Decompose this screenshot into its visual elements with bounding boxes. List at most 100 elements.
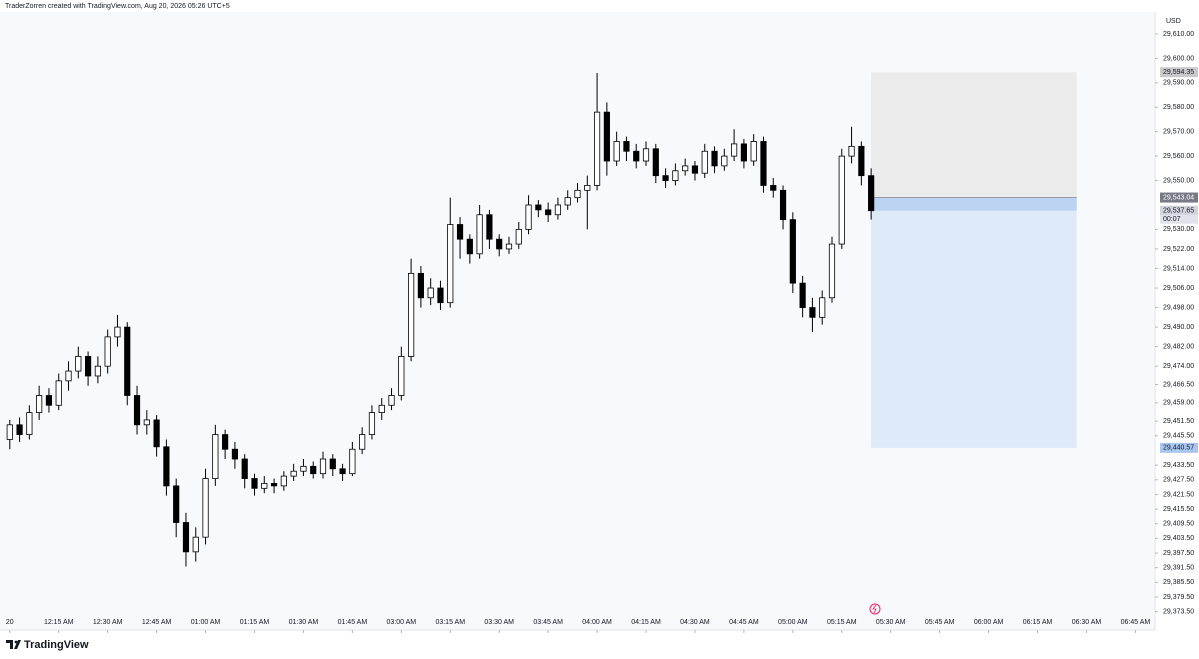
x-tick-label: 01:15 AM (240, 619, 270, 626)
candle-body (339, 468, 346, 475)
y-tick-label: 29,433.50 (1163, 462, 1194, 469)
x-tick-label: 06:45 AM (1121, 619, 1151, 626)
candle-body (16, 424, 23, 435)
candle-body (368, 412, 376, 435)
candle-body (143, 419, 150, 426)
candle-body (437, 287, 444, 304)
candle-body (496, 238, 503, 250)
x-tick-label: 04:30 AM (680, 619, 710, 626)
candle-body (6, 424, 13, 440)
candle-body (868, 175, 875, 212)
candle-body (809, 307, 816, 318)
x-tick-label: 06:15 AM (1023, 619, 1053, 626)
candle-body (819, 297, 826, 318)
event-icon (869, 603, 881, 615)
candle-body (750, 141, 757, 162)
y-tick-label: 29,391.50 (1163, 565, 1194, 572)
candle-body (349, 448, 356, 475)
candle-body (85, 356, 92, 377)
x-tick-label: 03:00 AM (387, 619, 417, 626)
x-tick-label: 04:15 AM (631, 619, 661, 626)
candle-body (584, 185, 591, 191)
candle-body (290, 470, 297, 477)
candle-body (652, 148, 659, 177)
candle-body (828, 243, 836, 299)
x-tick-label: 01:00 AM (191, 619, 221, 626)
candle-body (398, 356, 405, 396)
candle-body (417, 272, 424, 299)
candle-body (642, 148, 650, 162)
candle-body (231, 448, 239, 460)
candle-body (545, 209, 552, 216)
last-price-label-bg (1160, 205, 1198, 216)
candle-body (261, 483, 268, 489)
candle-body (251, 478, 258, 489)
candle-body (770, 185, 777, 191)
x-tick-label: 04:00 AM (582, 619, 612, 626)
x-tick-label: 03:15 AM (435, 619, 465, 626)
candle-body (427, 287, 434, 299)
candle-body (838, 155, 845, 245)
y-tick-label: 29,474.00 (1163, 363, 1194, 370)
y-tick-label: 29,506.00 (1163, 285, 1194, 292)
candle-body (682, 165, 689, 172)
candle-body (760, 141, 767, 186)
y-tick-label: 29,403.50 (1163, 535, 1194, 542)
x-tick-label: 01:30 AM (289, 619, 319, 626)
y-tick-label: 29,385.50 (1163, 579, 1194, 586)
candle-body (388, 395, 395, 406)
candle-body (153, 419, 160, 448)
x-tick-label: 06:30 AM (1072, 619, 1102, 626)
y-tick-label: 29,522.00 (1163, 246, 1194, 253)
candle-body (466, 238, 473, 255)
candle-body (212, 434, 219, 479)
candle-body (310, 465, 317, 475)
candle-body (94, 365, 101, 377)
candle-body (65, 370, 72, 382)
last-price-label: 29,537.65 (1163, 208, 1194, 215)
x-tick-label: 05:45 AM (925, 619, 955, 626)
candle-body (672, 170, 679, 181)
y-tick-label: 29,421.50 (1163, 491, 1194, 498)
candle-body (740, 143, 747, 162)
y-tick-label: 29,570.00 (1163, 129, 1194, 136)
y-tick-label: 29,560.00 (1163, 153, 1194, 160)
y-tick-label: 29,466.50 (1163, 381, 1194, 388)
x-tick-label: 04:45 AM (729, 619, 759, 626)
candle-body (114, 326, 121, 338)
y-tick-label: 29,451.50 (1163, 418, 1194, 425)
candle-body (378, 404, 385, 414)
candle-body (359, 434, 366, 450)
candle-body (26, 412, 33, 435)
y-tick-label: 29,530.00 (1163, 226, 1194, 233)
y-tick-label: 29,482.00 (1163, 343, 1194, 350)
candle-body (182, 522, 190, 553)
x-tick-label: 12:30 AM (93, 619, 123, 626)
open-pnl-zone (871, 197, 1077, 211)
x-tick-label: 05:00 AM (778, 619, 808, 626)
y-tick-label: 29,610.00 (1163, 31, 1194, 38)
candle-body (270, 483, 278, 487)
candle-body (75, 356, 82, 372)
candle-body (476, 214, 483, 255)
x-tick-label: 05:15 AM (827, 619, 857, 626)
candle-body (163, 446, 170, 487)
candle-body (300, 465, 307, 472)
candle-body (280, 475, 287, 487)
currency: USD (1166, 18, 1181, 25)
candle-body (633, 150, 640, 162)
candle-body (799, 282, 806, 308)
x-tick-label: 03:30 AM (484, 619, 514, 626)
x-tick-label: 06:00 AM (974, 619, 1004, 626)
stop-price-label: 29,594.35 (1163, 69, 1194, 76)
candle-body (721, 155, 728, 167)
y-tick-label: 29,459.00 (1163, 400, 1194, 407)
candle-body (202, 478, 209, 538)
y-tick-label: 29,397.50 (1163, 550, 1194, 557)
countdown-bg (1160, 214, 1198, 224)
y-tick-label: 29,379.50 (1163, 594, 1194, 601)
stop-price-label-bg (1160, 67, 1198, 78)
candle-body (124, 326, 131, 396)
candle-body (505, 243, 513, 250)
candle-body (515, 228, 522, 245)
